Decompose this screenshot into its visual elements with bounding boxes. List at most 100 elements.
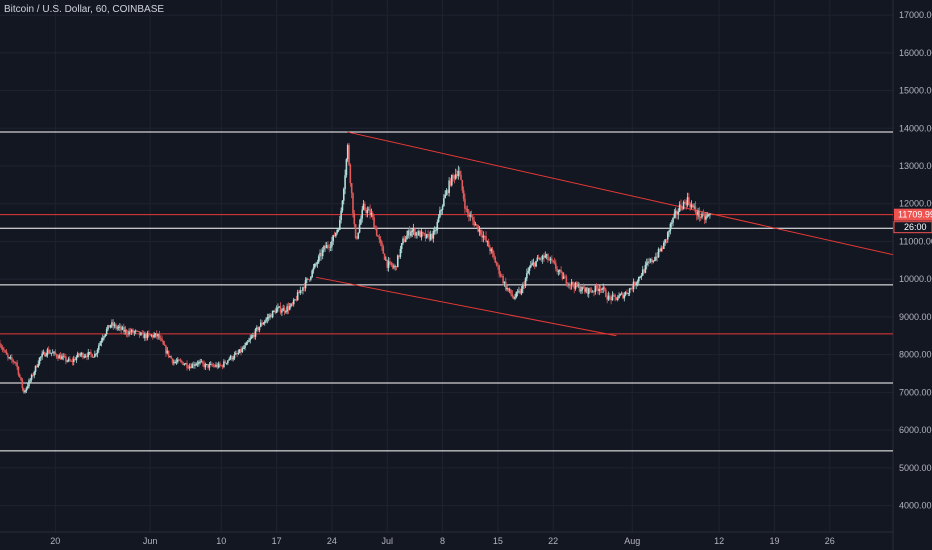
candle-body [323,245,325,250]
candle-body [211,363,213,366]
candle-body [13,361,16,363]
candle-body [94,354,96,357]
price-tick-label: 14000.00 [899,123,932,133]
candle-body [396,255,399,268]
candle-body [660,247,662,252]
candle-body [610,297,612,301]
time-tick-label: 10 [216,536,226,546]
candle-body [549,258,552,261]
candle-body [126,333,129,335]
candle-body [333,234,336,237]
candle-body [461,180,464,191]
candle-body [481,234,483,238]
candle-body [594,285,597,293]
candle-body [547,254,549,260]
candle-body [220,365,223,367]
price-tick-label: 12000.00 [899,199,932,209]
time-tick-label: 8 [440,536,445,546]
candle-body [616,298,619,300]
candle-body [180,360,183,362]
candle-body [325,244,328,249]
candle-body [402,238,404,244]
candle-body [233,354,236,359]
candle-body [132,329,134,333]
candle-body [107,325,109,330]
candle-body [458,170,461,175]
candle-body [514,297,516,299]
candle-body [97,345,100,350]
candle-body [479,229,482,235]
candle-body [345,159,348,176]
candle-body [406,235,408,240]
candle-body [109,325,112,328]
candle-body [478,229,481,232]
candle-body [465,208,468,210]
candle-body [630,288,632,290]
candle-body [3,349,5,351]
candle-body [387,261,390,268]
candle-body [205,364,208,365]
candle-body [204,364,207,368]
candle-body [198,361,200,364]
candle-body [234,353,237,355]
candle-body [69,358,71,361]
candle-body [267,317,270,318]
candle-body [216,364,219,368]
candle-body [136,330,138,332]
candle-body [350,183,353,193]
candle-body [5,351,8,355]
candle-body [653,260,656,262]
candle-body [515,292,518,298]
candle-body [22,388,25,393]
candle-body [531,263,533,266]
candle-body [149,334,151,336]
candle-body [317,256,320,263]
candle-body [634,281,636,286]
time-tick-label: 22 [548,536,558,546]
candle-body [208,364,211,368]
candle-body [66,360,68,362]
candle-body [558,270,561,271]
candle-body [116,327,119,329]
candle-body [435,230,437,232]
candle-body [443,198,445,207]
candle-body [582,286,585,289]
candle-body [190,366,192,369]
candle-body [99,342,101,346]
candle-body [709,213,711,215]
candle-body [278,306,281,308]
candle-body [199,361,202,363]
candle-body [681,208,684,210]
candle-body [141,332,144,334]
candle-body [213,365,216,367]
candle-body [636,281,639,284]
candle-body [16,362,18,367]
candle-body [661,247,664,249]
candle-body [497,264,499,266]
candle-body [689,203,691,208]
candle-body [263,321,266,324]
candle-body [261,322,263,325]
candle-body [65,356,67,362]
candle-body [703,215,706,220]
candle-body [146,332,149,339]
candle-body [489,247,491,252]
candle-body [174,362,176,363]
candle-body [643,269,645,273]
candle-body [25,388,28,391]
candle-body [88,352,91,353]
candle-body [320,252,323,257]
trendlines [316,131,894,337]
candle-body [670,222,673,224]
candle-body [296,292,299,301]
candle-body [507,287,510,291]
candle-body [277,307,279,309]
candle-body [535,260,537,267]
candle-body [328,246,331,248]
candle-body [342,189,345,201]
candle-body [414,228,416,236]
candle-body [224,361,227,364]
